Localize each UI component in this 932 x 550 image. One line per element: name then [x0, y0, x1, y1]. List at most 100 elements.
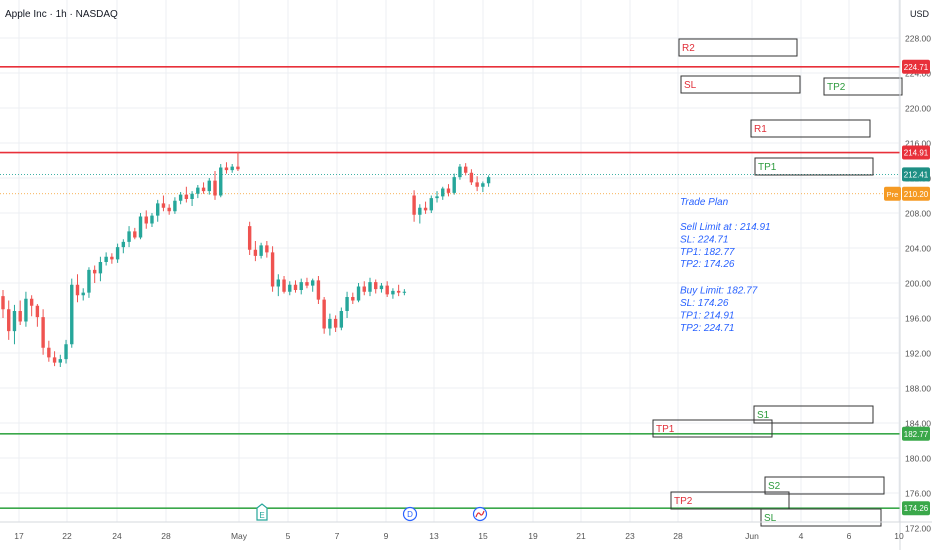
- trade-plan-line: TP2: 174.26: [680, 259, 735, 270]
- y-tick-label: 180.00: [905, 454, 931, 464]
- x-tick-label: 21: [576, 531, 586, 541]
- pre-market-tag: [884, 186, 901, 201]
- annotation-box[interactable]: [678, 38, 798, 57]
- x-tick-label: 4: [799, 531, 804, 541]
- candle-body: [81, 292, 85, 296]
- candle-body: [293, 284, 298, 290]
- candle-body: [224, 167, 229, 171]
- candle-body: [276, 279, 281, 287]
- annotation-box[interactable]: [670, 491, 790, 510]
- annotation-box[interactable]: [753, 405, 874, 424]
- candle-body: [402, 291, 407, 293]
- candle-body: [144, 216, 148, 224]
- candle-body: [362, 286, 366, 292]
- candle-body: [333, 318, 338, 328]
- candle-body: [18, 311, 22, 322]
- candle-body: [270, 252, 275, 287]
- annotation-box[interactable]: [754, 157, 874, 176]
- candle-body: [47, 347, 51, 358]
- y-tick-label: 220.00: [905, 104, 931, 114]
- x-tick-label: May: [231, 531, 248, 541]
- split-icon-glyph: [475, 510, 485, 518]
- candle-body: [379, 285, 384, 290]
- x-tick-label: 6: [847, 531, 852, 541]
- candle-body: [328, 318, 332, 329]
- candle-body: [230, 166, 234, 171]
- y-tick-label: 228.00: [905, 34, 931, 44]
- candle-body: [178, 194, 183, 201]
- dividend-letter: D: [407, 510, 413, 519]
- candle-body: [121, 241, 126, 248]
- candle-body: [98, 262, 103, 274]
- annotation-box[interactable]: [764, 476, 885, 495]
- candle-body: [463, 166, 468, 173]
- annotation-box-label: TP1: [758, 162, 777, 173]
- candle-body: [7, 309, 11, 332]
- annotation-box[interactable]: [760, 508, 882, 527]
- candle-body: [219, 167, 223, 196]
- candle-body: [41, 317, 45, 348]
- candle-body: [52, 357, 57, 363]
- annotation-box[interactable]: [750, 119, 871, 138]
- x-tick-label: 5: [286, 531, 291, 541]
- x-tick-label: 19: [528, 531, 538, 541]
- candle-body: [247, 226, 252, 250]
- y-tick-label: 184.00: [905, 419, 931, 429]
- annotation-box[interactable]: [652, 419, 773, 438]
- candle-body: [469, 172, 474, 183]
- candle-body: [133, 231, 137, 238]
- candle-body: [429, 198, 433, 211]
- y-tick-label: 196.00: [905, 314, 931, 324]
- candle-body: [259, 245, 263, 256]
- candle-body: [253, 249, 258, 256]
- pre-market-label: 210.20: [904, 190, 929, 199]
- candle-body: [1, 296, 5, 310]
- annotation-box[interactable]: [823, 77, 903, 96]
- earnings-icon[interactable]: [256, 503, 268, 521]
- x-tick-label: 17: [14, 531, 24, 541]
- y-tick-label: 192.00: [905, 349, 931, 359]
- x-tick-label: 15: [478, 531, 488, 541]
- pre-market-tag-label: Pre: [887, 190, 899, 199]
- annotation-box-label: S1: [757, 410, 770, 421]
- time-axis[interactable]: 17 22 24 28 May 5 7 9 13 15 19 21 23 28 Jun 4 6 10: [14, 531, 904, 541]
- candle-body: [418, 207, 422, 215]
- x-tick-label: 13: [429, 531, 439, 541]
- y-tick-label: 208.00: [905, 209, 931, 219]
- annotation-boxes[interactable]: R2 SL TP2 R1 TP1 S1 TP1 S2 TP2 SL: [652, 38, 903, 527]
- grid: [0, 0, 900, 522]
- candle-body: [213, 180, 217, 196]
- annotation-box-label: TP1: [656, 424, 675, 435]
- price-badges: 224.71 214.91 182.77 174.26 212.41 Pre 210.20: [884, 59, 930, 516]
- candle-body: [156, 203, 160, 216]
- candle-body: [356, 286, 361, 301]
- level-badge-label: 174.26: [904, 504, 929, 513]
- candle-body: [412, 195, 416, 215]
- annotation-box[interactable]: [680, 75, 801, 94]
- candle-body: [446, 188, 451, 193]
- x-tick-label: 28: [161, 531, 171, 541]
- candle-body: [351, 297, 355, 301]
- candle-body: [184, 194, 189, 199]
- candle-body: [167, 207, 171, 212]
- dividend-icon[interactable]: [402, 506, 418, 522]
- candle-body: [458, 166, 462, 178]
- annotation-box-label: SL: [764, 513, 777, 524]
- horizontal-levels[interactable]: [0, 65, 900, 510]
- candle-body: [58, 359, 62, 363]
- earnings-letter: E: [259, 511, 264, 520]
- trade-plan-line: TP1: 214.91: [680, 310, 734, 321]
- candle-body: [24, 298, 28, 322]
- candle-body: [441, 188, 445, 197]
- y-tick-label: 216.00: [905, 139, 931, 149]
- candle-body: [345, 297, 349, 311]
- candle-body: [368, 282, 372, 292]
- trade-plan-title: Trade Plan: [680, 197, 729, 208]
- candle-body: [322, 299, 326, 329]
- price-axis[interactable]: 228.00224.00220.00216.00212.00208.00204.…: [905, 34, 931, 534]
- trade-plan-line: Buy Limit: 182.77: [680, 286, 758, 297]
